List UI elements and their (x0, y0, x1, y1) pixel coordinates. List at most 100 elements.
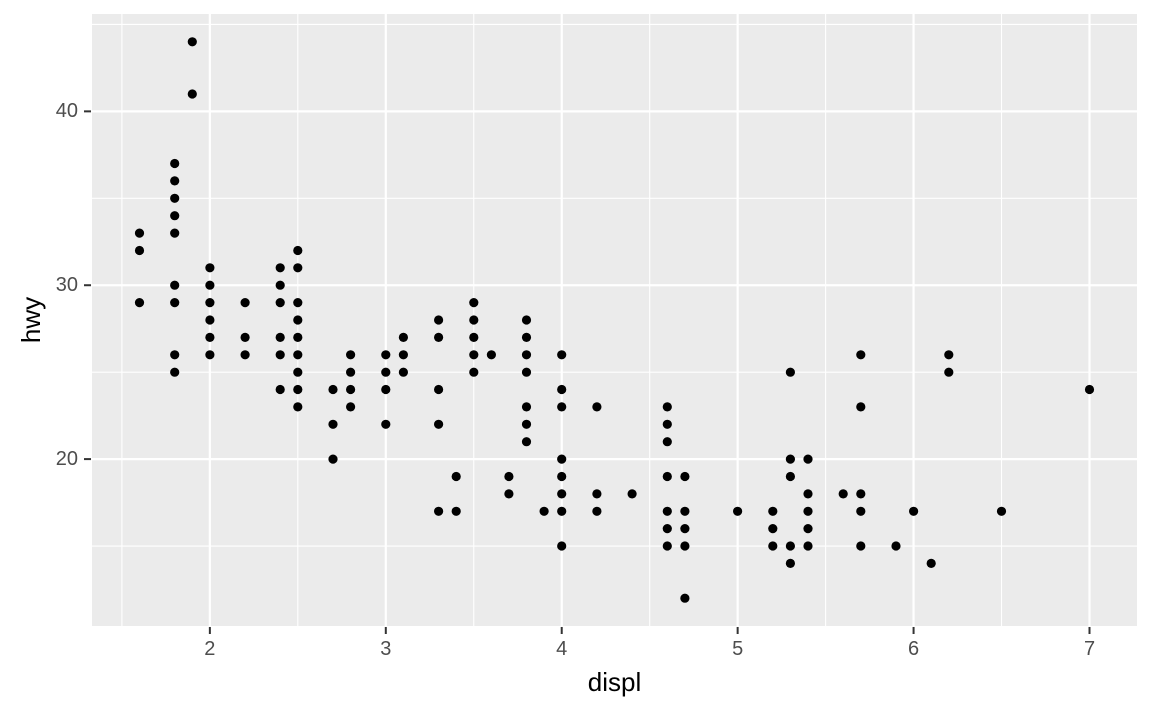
data-point (170, 193, 180, 203)
data-point (205, 315, 215, 325)
data-point (504, 471, 514, 482)
data-point (434, 419, 444, 429)
data-point (170, 176, 180, 186)
data-point (434, 332, 444, 342)
data-point (856, 506, 866, 516)
data-point (187, 37, 197, 47)
data-point (557, 541, 567, 551)
data-point (680, 471, 690, 482)
data-point (293, 298, 303, 308)
data-point (293, 402, 303, 412)
data-point (662, 471, 672, 482)
data-point (486, 350, 496, 360)
data-point (803, 541, 813, 551)
data-point (785, 541, 796, 551)
data-point (170, 367, 180, 377)
data-point (521, 437, 532, 447)
data-point (328, 419, 338, 429)
data-point (346, 350, 356, 360)
data-point (944, 367, 954, 377)
data-point (381, 350, 391, 360)
data-point (398, 332, 408, 342)
data-point (328, 384, 338, 395)
data-point (398, 350, 408, 360)
data-point (346, 402, 356, 412)
data-point (293, 367, 303, 377)
data-point (434, 506, 444, 516)
data-point (662, 402, 672, 412)
data-point (293, 350, 303, 360)
x-tick-label: 7 (1083, 638, 1096, 660)
data-point (592, 489, 602, 499)
data-point (909, 506, 919, 516)
data-point (662, 506, 672, 516)
data-point (293, 315, 303, 325)
data-point (293, 384, 303, 395)
data-point (557, 506, 567, 516)
data-point (557, 350, 567, 360)
x-axis-title: displ (587, 667, 642, 697)
data-point (328, 454, 338, 464)
data-point (891, 541, 901, 551)
data-point (187, 89, 197, 99)
data-point (434, 315, 444, 325)
data-point (680, 593, 690, 603)
data-point (293, 332, 303, 342)
data-point (768, 506, 778, 516)
data-point (275, 350, 285, 360)
data-point (557, 384, 567, 395)
data-point (205, 332, 215, 342)
data-point (469, 367, 479, 377)
data-point (521, 350, 532, 360)
data-point (170, 298, 180, 308)
y-tick-label: 40 (55, 100, 78, 123)
data-point (662, 524, 672, 534)
data-point (275, 298, 285, 308)
data-point (275, 280, 285, 290)
data-point (803, 454, 813, 464)
data-point (680, 506, 690, 516)
data-point (434, 384, 444, 395)
data-point (627, 489, 637, 499)
data-point (451, 471, 461, 482)
x-tick-label: 5 (732, 638, 744, 660)
plot-panel (92, 14, 1137, 626)
data-point (803, 489, 813, 499)
data-point (205, 280, 215, 290)
data-point (557, 402, 567, 412)
data-point (469, 332, 479, 342)
data-point (592, 506, 602, 516)
x-tick-label: 4 (556, 638, 568, 660)
data-point (521, 315, 532, 325)
data-point (838, 489, 848, 499)
data-point (944, 350, 954, 360)
data-point (856, 402, 866, 412)
data-point (680, 524, 690, 534)
data-point (926, 558, 936, 569)
data-point (346, 367, 356, 377)
y-axis-title: hwy (16, 296, 46, 344)
data-point (856, 489, 866, 499)
data-point (557, 489, 567, 499)
data-point (680, 541, 690, 551)
data-point (521, 332, 532, 342)
data-point (768, 524, 778, 534)
data-point (803, 506, 813, 516)
data-point (504, 489, 514, 499)
data-point (785, 558, 796, 569)
data-point (521, 402, 532, 412)
data-point (785, 471, 796, 482)
data-point (662, 419, 672, 429)
data-point (205, 350, 215, 360)
data-point (768, 541, 778, 551)
data-point (275, 263, 285, 273)
data-point (240, 350, 250, 360)
data-point (469, 315, 479, 325)
data-point (170, 211, 180, 221)
data-point (557, 454, 567, 464)
data-point (398, 367, 408, 377)
data-point (170, 350, 180, 360)
data-point (662, 437, 672, 447)
